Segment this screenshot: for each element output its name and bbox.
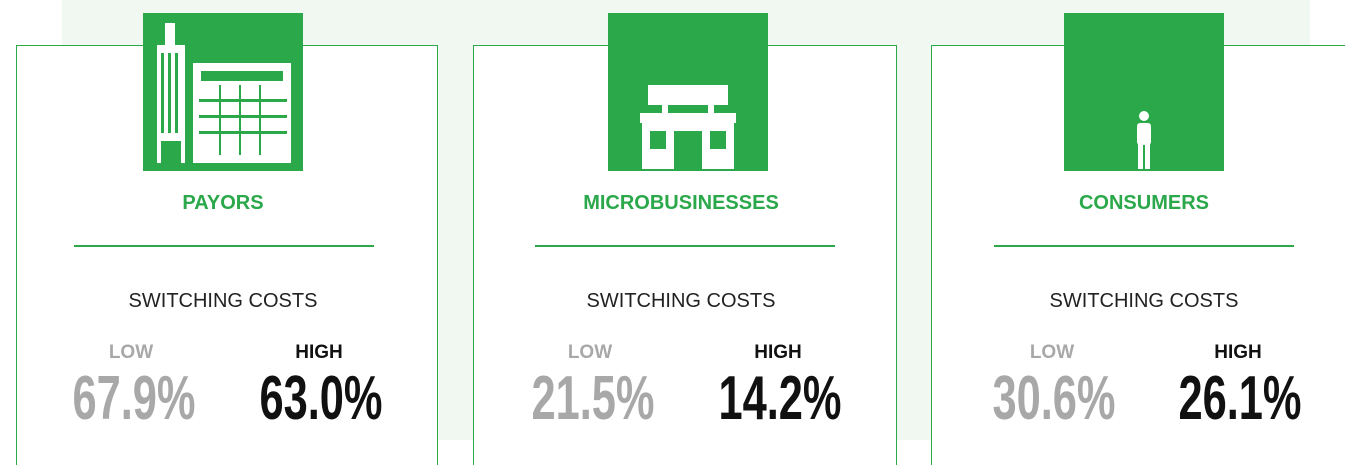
card: PAYORS SWITCHING COSTS LOW HIGH 67.9% 63… — [16, 13, 438, 465]
low-value: 30.6% — [992, 364, 1116, 433]
card-label: CONSUMERS — [1078, 192, 1209, 214]
low-label: LOW — [567, 342, 613, 363]
divider — [994, 245, 1294, 247]
icon — [1064, 13, 1224, 171]
card: CONSUMERS SWITCHING COSTS LOW HIGH 30.6%… — [931, 13, 1345, 465]
divider — [535, 245, 835, 247]
high-value: 14.2% — [718, 364, 842, 433]
low-label: LOW — [108, 342, 154, 363]
high-label: HIGH — [754, 342, 802, 363]
divider — [74, 245, 374, 247]
card-heading: SWITCHING COSTS — [128, 290, 318, 312]
high-label: HIGH — [1214, 342, 1262, 363]
high-label: HIGH — [295, 342, 343, 363]
card: MICROBUSINESSES SWITCHING COSTS LOW HIGH… — [473, 13, 897, 465]
person-icon — [1137, 111, 1151, 169]
store-icon — [640, 85, 736, 169]
low-label: LOW — [1029, 342, 1075, 363]
card-label: MICROBUSINESSES — [583, 192, 779, 214]
buildings-icon — [157, 23, 291, 163]
card-label: PAYORS — [182, 192, 264, 214]
low-value: 67.9% — [72, 364, 196, 433]
card-heading: SWITCHING COSTS — [1049, 290, 1239, 312]
card-heading: SWITCHING COSTS — [586, 290, 776, 312]
low-value: 21.5% — [531, 364, 655, 433]
high-value: 26.1% — [1178, 364, 1302, 433]
icon — [608, 13, 768, 171]
icon — [143, 13, 303, 171]
high-value: 63.0% — [259, 364, 383, 433]
